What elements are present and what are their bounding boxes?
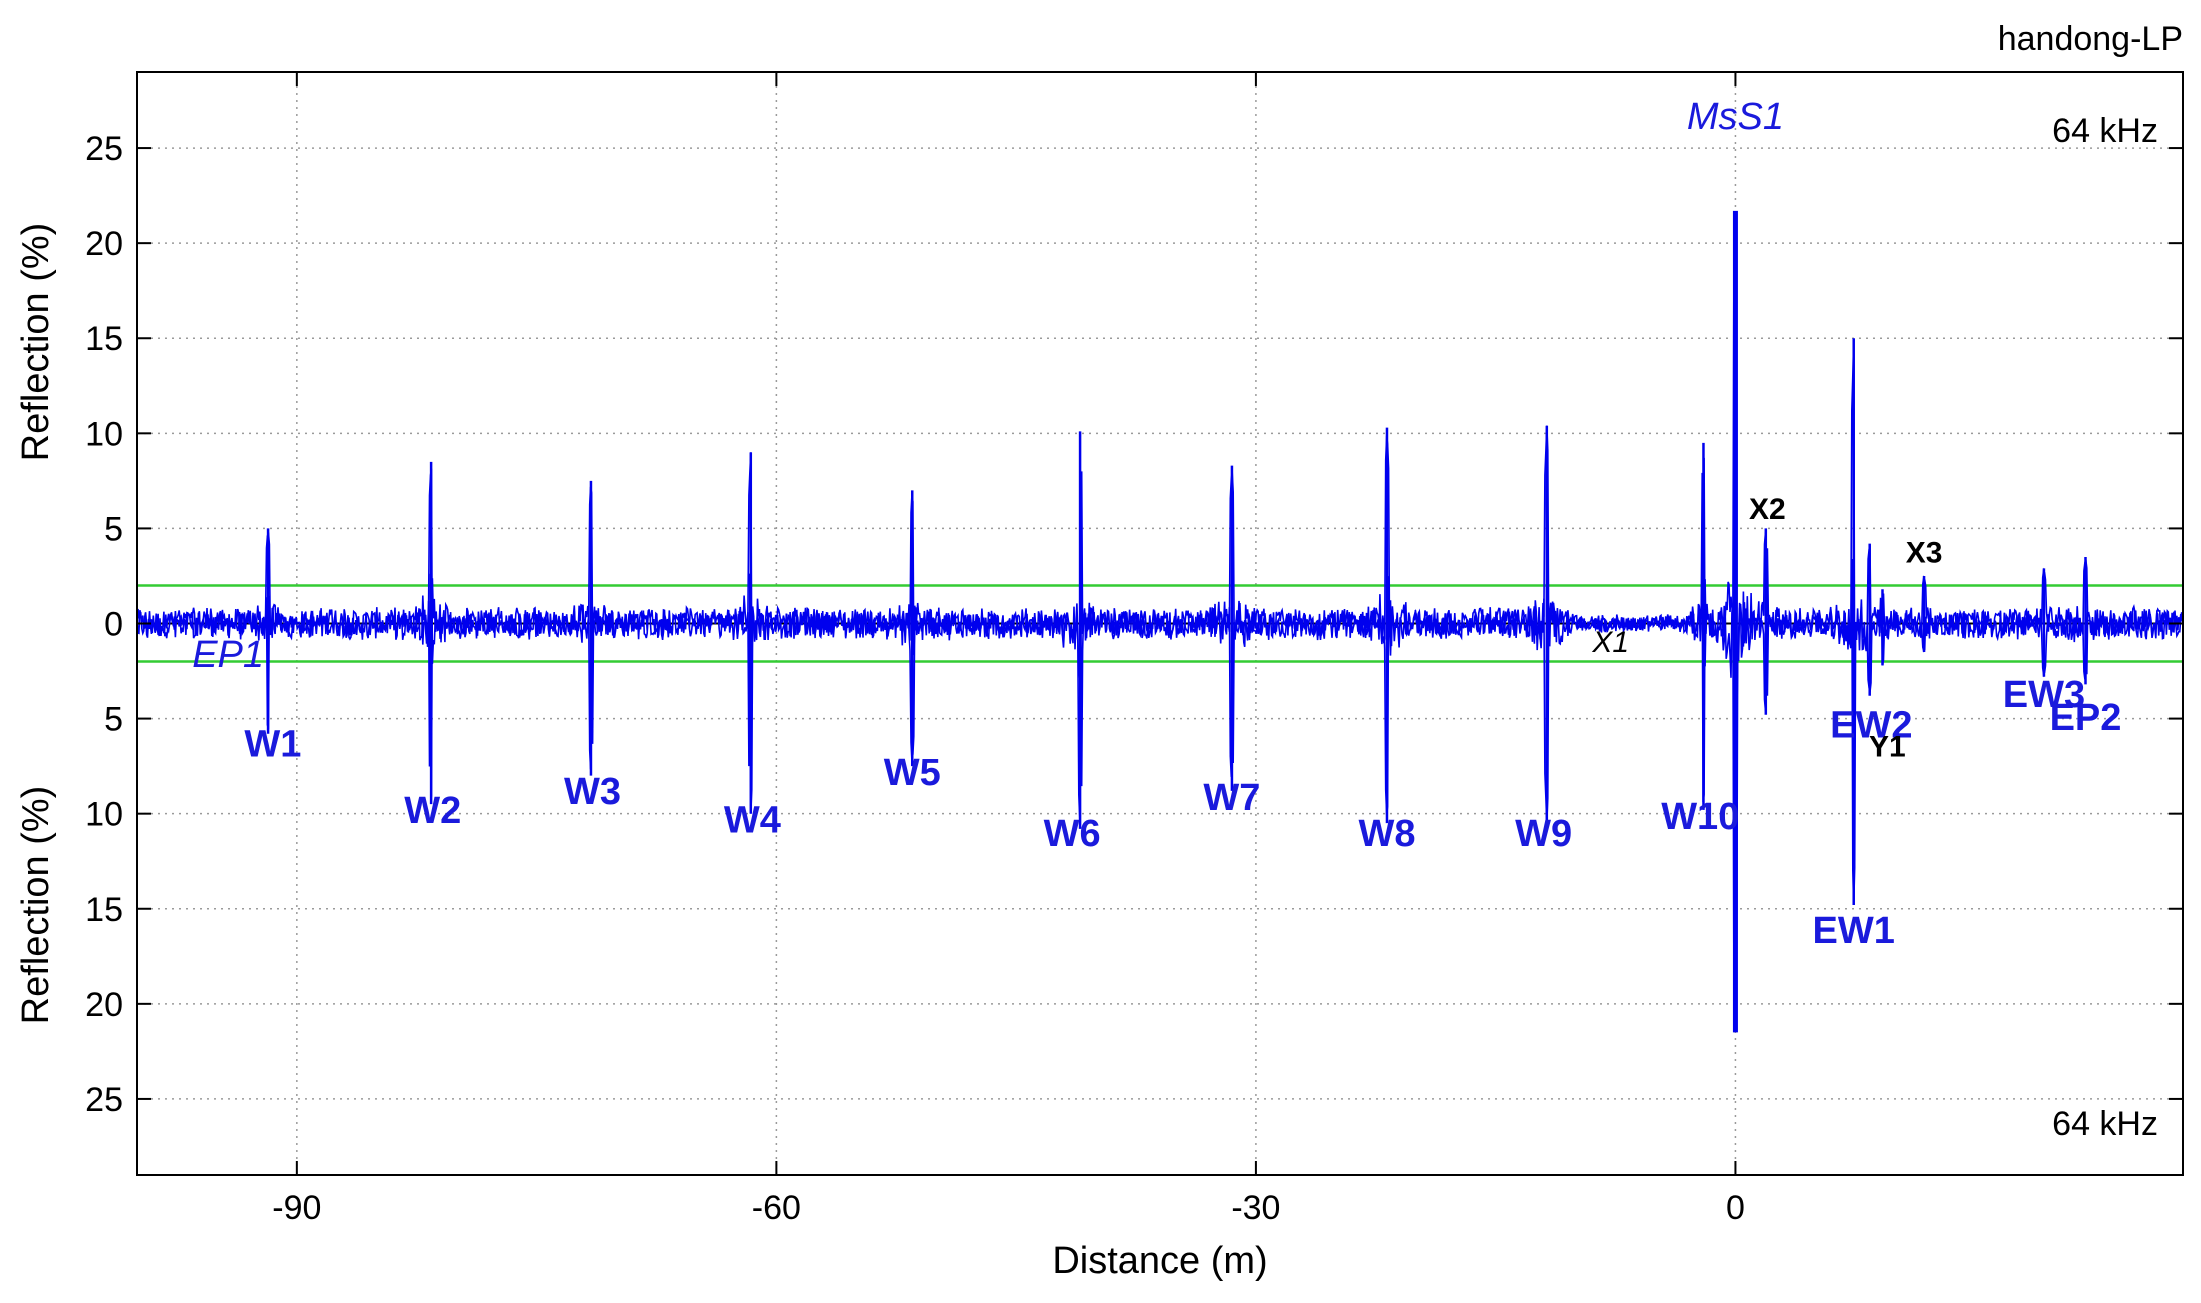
y-tick-label: 20 <box>85 225 123 263</box>
peak-label-mss1: MsS1 <box>1687 96 1784 138</box>
frequency-label-bottom: 64 kHz <box>2052 1105 2158 1143</box>
reflection-trace-lower <box>137 511 2183 1016</box>
y-axis-label-top: Reflection (%) <box>15 223 57 462</box>
peak-label-w9: W9 <box>1515 813 1572 855</box>
x-tick-label: -60 <box>752 1189 801 1227</box>
y-tick-label: 0 <box>104 606 123 644</box>
peak-label-w1: W1 <box>244 724 301 766</box>
y-axis-ticks: 25 20 15 10 5 0 5 10 15 20 25 <box>85 130 2183 1119</box>
peak-label-w3: W3 <box>564 771 621 813</box>
y-tick-label: 25 <box>85 130 123 168</box>
peak-label-y1: Y1 <box>1869 731 1906 764</box>
peak-label-w2: W2 <box>404 790 461 832</box>
peak-label-ew2: EW2 <box>1830 705 1912 747</box>
y-tick-label: 25 <box>85 1081 123 1119</box>
annotation-x1: X1 <box>1591 626 1629 659</box>
y-tick-label: 10 <box>85 415 123 453</box>
y-tick-label: 5 <box>104 701 123 739</box>
annotation-ep1: EP1 <box>192 634 264 676</box>
peak-label-ew3: EW3 <box>2003 674 2085 716</box>
y-tick-label: 5 <box>104 510 123 548</box>
peak-label-w6: W6 <box>1044 813 1101 855</box>
frequency-label-top: 64 kHz <box>2052 112 2158 150</box>
peak-label-w5: W5 <box>884 752 941 794</box>
peak-label-w10: W10 <box>1661 796 1739 838</box>
y-tick-label: 10 <box>85 796 123 834</box>
x-tick-label: -30 <box>1231 1189 1280 1227</box>
reflection-series <box>137 210 2183 1033</box>
threshold-lines <box>137 584 2183 663</box>
peak-label-x2: X2 <box>1749 493 1786 526</box>
y-tick-label: 15 <box>85 891 123 929</box>
x-tick-label: -90 <box>272 1189 321 1227</box>
x-axis-ticks: -90 -60 -30 0 <box>272 72 1745 1227</box>
peak-label-ep2: EP2 <box>2050 697 2122 739</box>
peak-label-x3: X3 <box>1906 537 1943 570</box>
y-tick-label: 15 <box>85 320 123 358</box>
y-tick-label: 20 <box>85 986 123 1024</box>
peak-label-ew1: EW1 <box>1813 910 1895 952</box>
x-tick-label: 0 <box>1726 1189 1745 1227</box>
x-axis-label: Distance (m) <box>1052 1240 1267 1282</box>
peak-label-w7: W7 <box>1203 777 1260 819</box>
peak-label-w8: W8 <box>1358 813 1415 855</box>
chart-title: handong-LP <box>1998 20 2183 58</box>
y-axis-label-bottom: Reflection (%) <box>15 786 57 1025</box>
plot-area <box>137 210 2183 1033</box>
peak-label-w4: W4 <box>724 800 781 842</box>
